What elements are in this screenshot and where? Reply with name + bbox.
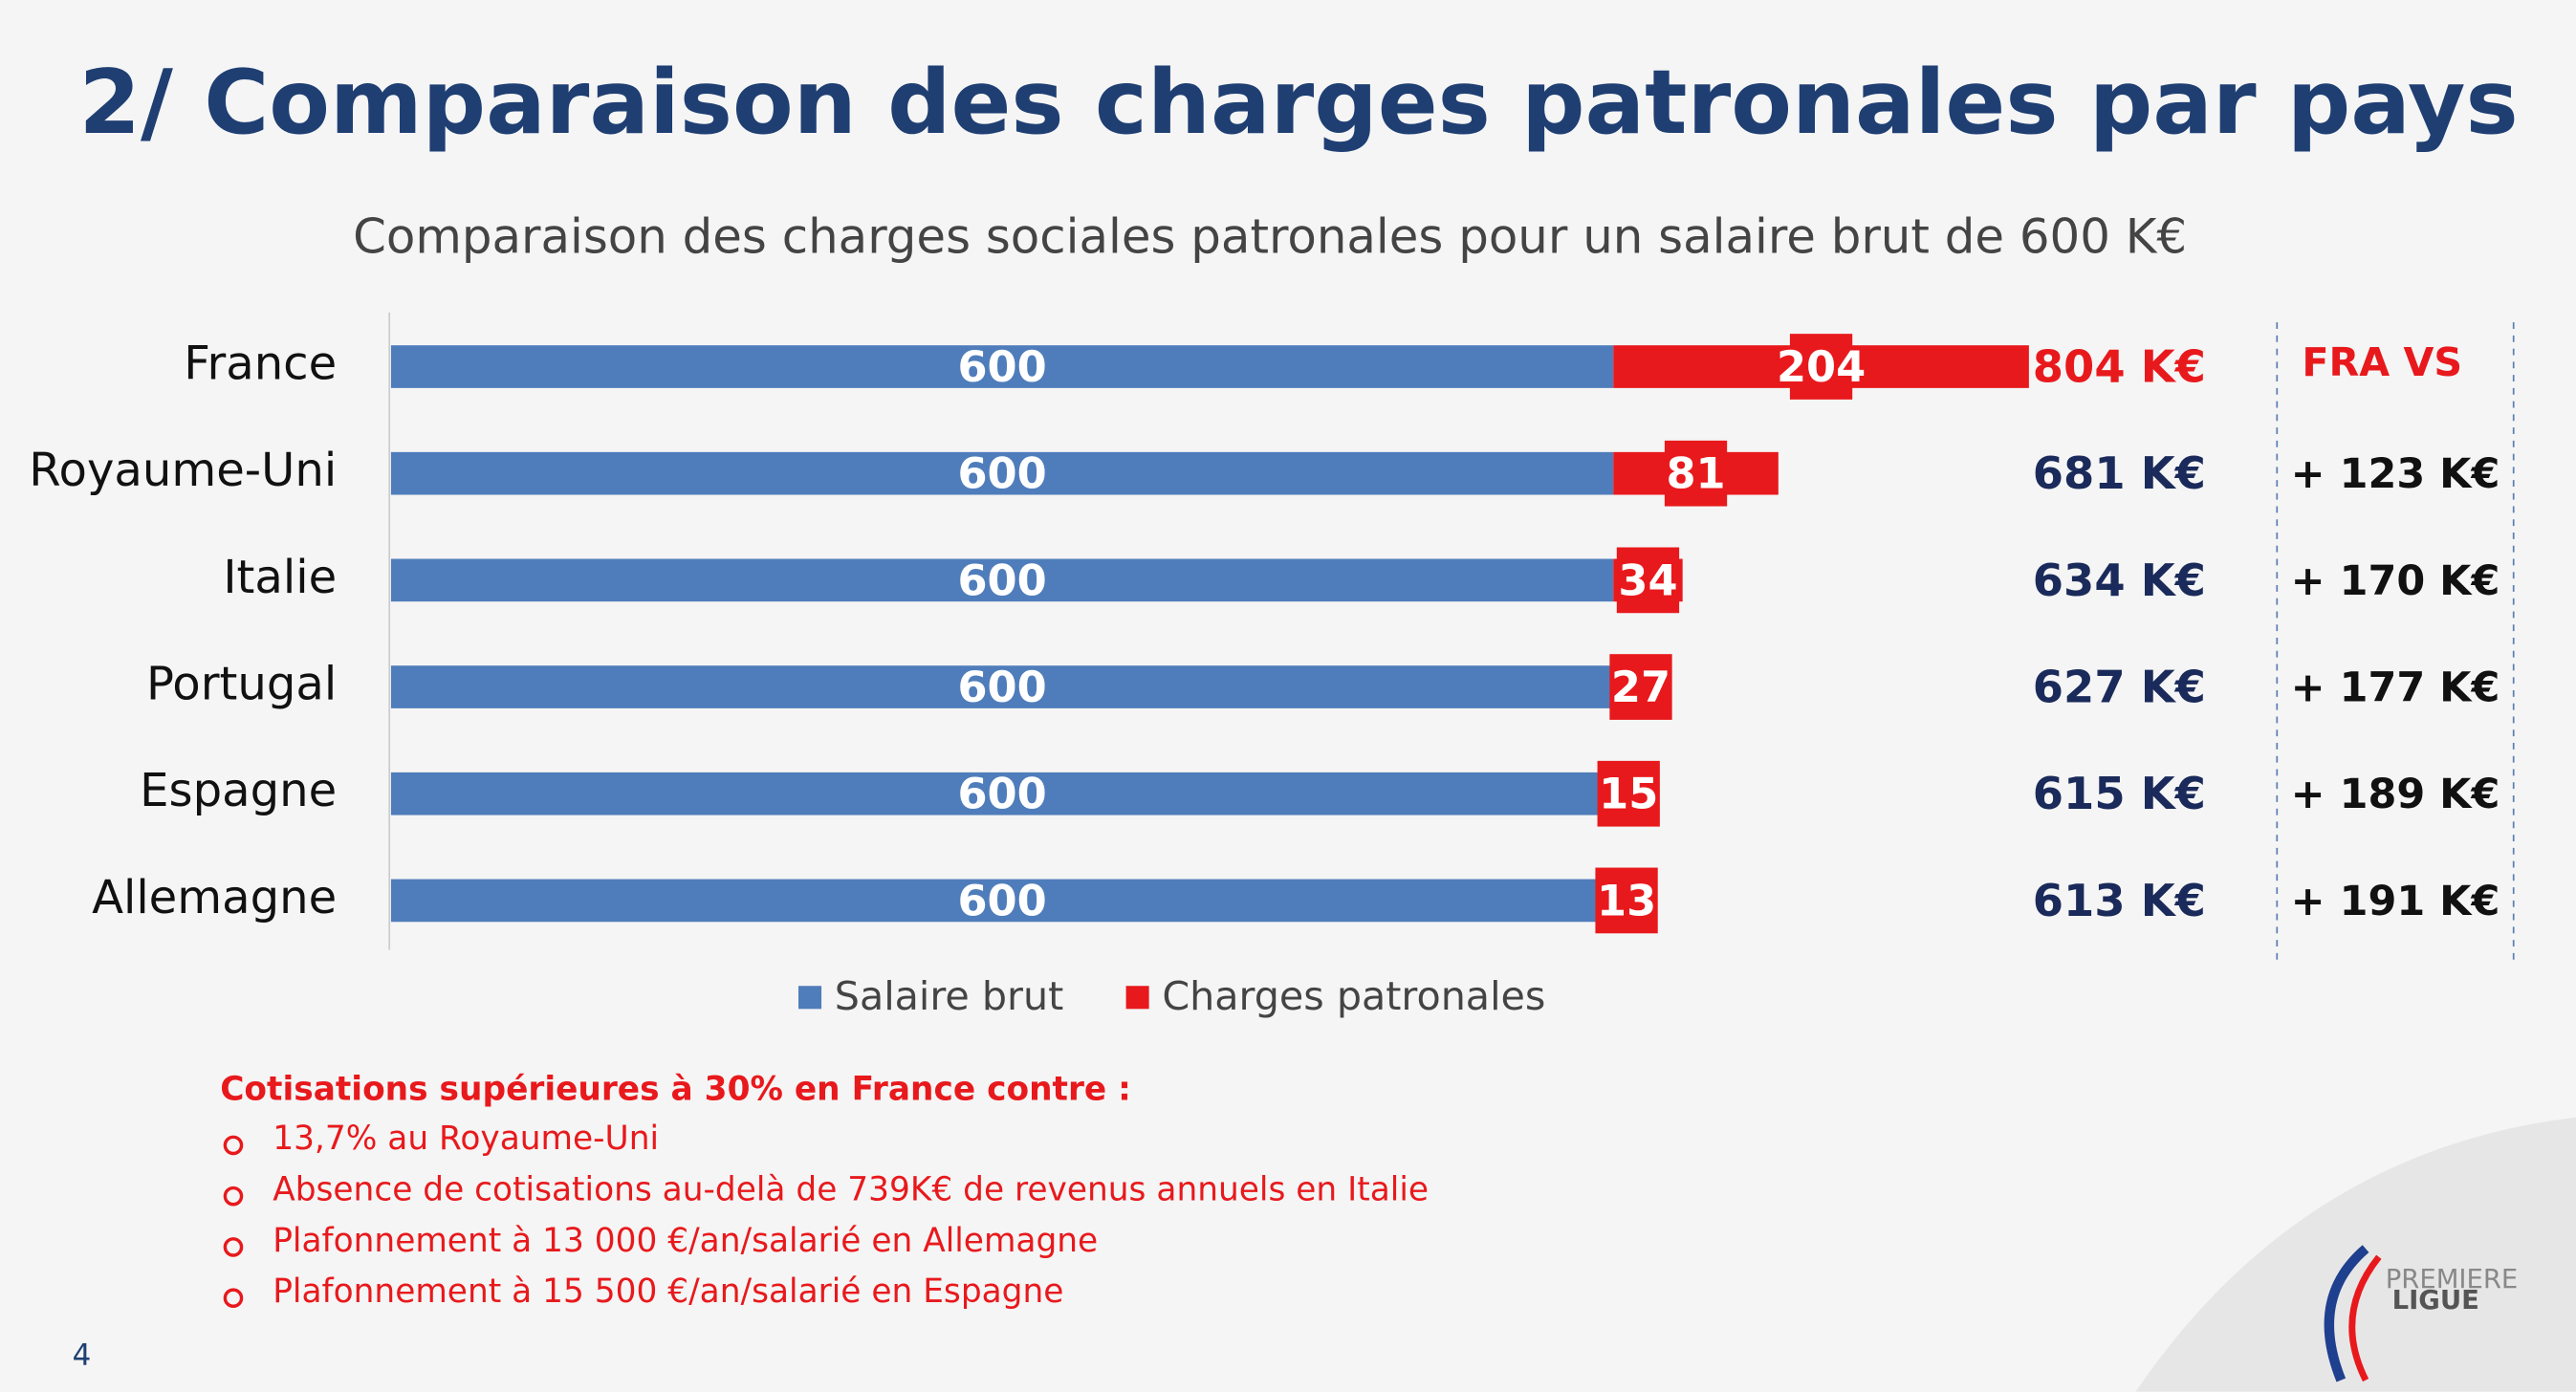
note-item: 13,7% au Royaume-Uni <box>273 1120 659 1158</box>
comparison-header: FRA VS <box>2302 339 2462 385</box>
comparison-label: + 191 K€ <box>2291 878 2500 925</box>
value-label-box <box>1616 547 1680 614</box>
category-label: Espagne <box>140 764 337 817</box>
bullet <box>223 1185 244 1207</box>
total-label: 634 K€ <box>2033 555 2206 606</box>
note-item: Plafonnement à 13 000 €/an/salarié en Al… <box>273 1222 1098 1260</box>
value-label: 15 <box>1599 770 1658 819</box>
value-label-box <box>1597 760 1660 827</box>
page-title: 2/ Comparaison des charges patronales pa… <box>78 51 2518 154</box>
note-item: Absence de cotisations au-delà de 739K€ … <box>273 1171 1429 1209</box>
value-label: 600 <box>957 342 1046 392</box>
legend-swatch <box>1125 986 1149 1010</box>
value-label: 81 <box>1666 449 1725 499</box>
value-label: 204 <box>1777 342 1866 392</box>
legend-label: Charges patronales <box>1162 973 1545 1019</box>
bullet <box>223 1288 244 1308</box>
category-label: Royaume-Uni <box>29 444 337 497</box>
total-label: 613 K€ <box>2033 875 2206 926</box>
value-label: 34 <box>1618 555 1677 605</box>
legend-swatch <box>798 986 822 1010</box>
value-label-box <box>1789 334 1853 400</box>
bar-segment <box>390 558 1614 602</box>
bullet <box>223 1135 244 1156</box>
category-label: Italie <box>223 551 337 604</box>
bar-segment <box>390 879 1614 923</box>
notes-heading: Cotisations supérieures à 30% en France … <box>220 1071 1131 1109</box>
category-label: Portugal <box>146 658 337 711</box>
value-label: 27 <box>1611 663 1670 712</box>
bar-segment <box>390 665 1614 708</box>
value-label-box <box>1609 654 1672 720</box>
category-label: Allemagne <box>92 871 337 924</box>
bar-segment <box>390 345 1614 388</box>
total-label: 804 K€ <box>2033 340 2206 392</box>
category-label: France <box>184 337 337 391</box>
chart-title: Comparaison des charges sociales patrona… <box>353 209 2187 265</box>
value-label-box <box>1595 867 1658 934</box>
page-number: 4 <box>73 1338 92 1373</box>
bar-segment <box>390 451 1614 495</box>
value-label: 600 <box>957 770 1046 819</box>
total-label: 681 K€ <box>2033 447 2206 499</box>
bar-segment <box>390 772 1614 816</box>
comparison-label: + 189 K€ <box>2291 771 2500 818</box>
comparison-label: + 170 K€ <box>2291 557 2500 605</box>
bullet <box>223 1237 244 1257</box>
value-label: 600 <box>957 663 1046 712</box>
value-label: 600 <box>957 555 1046 605</box>
total-label: 627 K€ <box>2033 661 2206 712</box>
logo-swoosh <box>2324 1245 2369 1382</box>
total-label: 615 K€ <box>2033 768 2206 819</box>
logo-swoosh <box>2348 1254 2382 1382</box>
logo-text: LIGUE <box>2392 1285 2479 1316</box>
note-item: Plafonnement à 15 500 €/an/salarié en Es… <box>273 1272 1063 1311</box>
value-label: 600 <box>957 449 1046 499</box>
value-label: 600 <box>957 876 1046 925</box>
legend-label: Salaire brut <box>835 973 1063 1019</box>
comparison-label: + 177 K€ <box>2291 663 2500 711</box>
value-label: 13 <box>1597 876 1656 925</box>
logo-text: PREMIERE <box>2386 1264 2519 1294</box>
value-label-box <box>1664 440 1728 507</box>
comparison-label: + 123 K€ <box>2291 450 2500 498</box>
